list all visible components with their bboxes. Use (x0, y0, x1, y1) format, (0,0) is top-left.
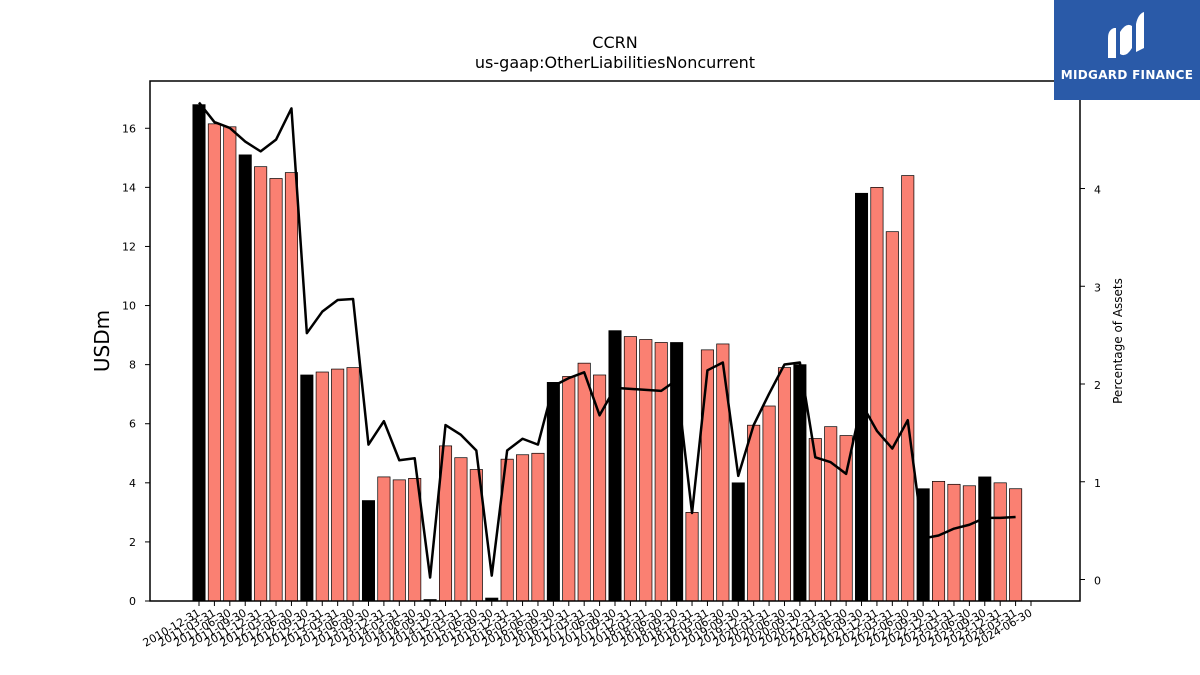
bar-2017-03-31 (577, 362, 591, 602)
y-axis-label: USDm (90, 310, 114, 372)
y-tick-label: 12 (122, 240, 136, 253)
bar-series (192, 104, 1023, 602)
bar-2019-12-31 (747, 424, 761, 602)
bar-2011-06-30 (223, 126, 237, 602)
bar-2011-03-31 (207, 123, 221, 602)
bar-2023-09-30 (978, 476, 992, 602)
bar-2013-12-31 (377, 476, 391, 602)
plot-frame (149, 80, 1081, 602)
bar-2021-09-30 (855, 192, 869, 602)
bar-2020-12-31 (808, 438, 822, 602)
bar-2021-03-31 (824, 426, 838, 602)
bar-2011-12-31 (254, 166, 268, 602)
percentage-line-series (198, 101, 1016, 579)
y2-axis-ticks: 0 1 2 3 4 (1080, 184, 1101, 587)
y-tick-label: 4 (129, 477, 136, 490)
y2-tick-label: 1 (1094, 477, 1101, 490)
y2-tick-label: 4 (1094, 184, 1101, 197)
bar-2021-06-30 (839, 435, 853, 602)
bar-2018-03-31 (639, 339, 653, 602)
bar-2016-06-30 (531, 452, 545, 602)
bar-2018-06-30 (654, 342, 668, 602)
y2-tick-label: 0 (1094, 574, 1101, 587)
bar-2017-09-30 (608, 330, 622, 602)
logo-text: MIDGARD FINANCE (1060, 68, 1194, 82)
bar-2018-12-31 (685, 512, 699, 602)
bar-2019-06-30 (716, 343, 730, 602)
bar-2022-12-31 (932, 480, 946, 602)
percentage-of-assets-line (198, 101, 1016, 579)
chart-title: CCRN (592, 33, 637, 52)
bar-2019-09-30 (731, 482, 745, 602)
bar-2016-12-31 (562, 376, 576, 602)
bar-2021-12-31 (870, 187, 884, 602)
y-tick-label: 8 (129, 359, 136, 372)
y2-tick-label: 2 (1094, 379, 1101, 392)
bar-2024-03-31 (1009, 488, 1023, 602)
y-axis-ticks: 0 2 4 6 8 10 12 14 16 (122, 122, 150, 608)
bar-2013-03-31 (331, 368, 345, 602)
y-tick-label: 0 (129, 595, 136, 608)
bar-2023-03-31 (947, 483, 961, 602)
bar-2022-03-31 (885, 231, 899, 602)
bar-2015-03-31 (454, 457, 468, 602)
bar-2019-03-31 (700, 349, 714, 602)
bar-2017-12-31 (623, 336, 637, 602)
y-tick-label: 10 (122, 300, 136, 313)
brand-logo: MIDGARD FINANCE (1054, 0, 1200, 100)
bar-2013-06-30 (346, 367, 360, 602)
y-tick-label: 2 (129, 536, 136, 549)
bar-2016-09-30 (546, 382, 560, 602)
y2-tick-label: 3 (1094, 281, 1101, 294)
bar-2022-06-30 (901, 175, 915, 602)
x-axis-ticks: 2010-12-312011-03-312011-06-302011-09-30… (141, 601, 1035, 650)
midgard-logo-icon (1108, 12, 1144, 58)
y-tick-label: 6 (129, 418, 136, 431)
bar-2012-03-31 (269, 178, 283, 602)
y-tick-label: 16 (122, 122, 136, 135)
bar-2010-12-31 (192, 104, 206, 602)
bar-2014-03-31 (392, 479, 406, 602)
bar-2020-06-30 (777, 367, 792, 602)
bar-2020-09-30 (793, 364, 807, 602)
y2-axis-label: Percentage of Assets (1111, 278, 1125, 404)
bar-2011-09-30 (238, 154, 252, 602)
bar-2012-09-30 (300, 374, 314, 602)
bar-2012-12-31 (315, 371, 329, 602)
y-tick-label: 14 (122, 181, 136, 194)
bar-2013-09-30 (361, 500, 376, 602)
bar-2012-06-30 (284, 172, 298, 602)
bar-2023-06-30 (962, 485, 976, 602)
bar-2016-03-31 (516, 454, 530, 602)
bar-2020-03-31 (762, 405, 776, 602)
bar-2023-12-31 (993, 482, 1007, 602)
chart-subtitle: us-gaap:OtherLiabilitiesNoncurrent (475, 53, 755, 72)
